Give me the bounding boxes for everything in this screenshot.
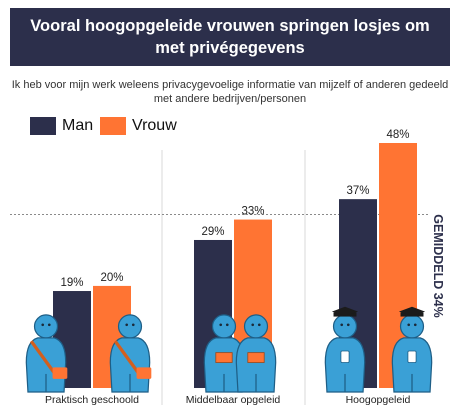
person-figure-5 — [324, 306, 366, 393]
value-label-vrouw-3: 48% — [386, 129, 409, 141]
person-figure-1 — [25, 314, 68, 393]
category-label-3: Hoogopgeleid — [346, 394, 411, 406]
category-label-1: Praktisch geschoold — [45, 394, 139, 406]
value-label-man-2: 29% — [201, 226, 224, 238]
value-label-vrouw-2: 33% — [241, 206, 264, 218]
person-figure-4 — [235, 314, 277, 393]
chart-subtitle: Ik heb voor mijn werk weleens privacygev… — [11, 79, 449, 105]
legend-swatch-man — [30, 117, 56, 135]
person-figure-2 — [109, 314, 152, 393]
legend-swatch-vrouw — [100, 117, 126, 135]
legend-label-man: Man — [62, 117, 94, 134]
person-figure-6 — [391, 306, 433, 393]
average-label: GEMIDDELD 34% — [431, 214, 445, 318]
chart-title: Vooral hoogopgeleide vrouwen springen lo… — [10, 8, 450, 66]
value-label-man-3: 37% — [346, 185, 369, 197]
value-label-vrouw-1: 20% — [100, 272, 123, 284]
category-label-2: Middelbaar opgeleid — [186, 394, 281, 406]
person-figure-3 — [203, 314, 245, 393]
value-label-man-1: 19% — [60, 277, 83, 289]
legend-label-vrouw: Vrouw — [132, 117, 177, 134]
